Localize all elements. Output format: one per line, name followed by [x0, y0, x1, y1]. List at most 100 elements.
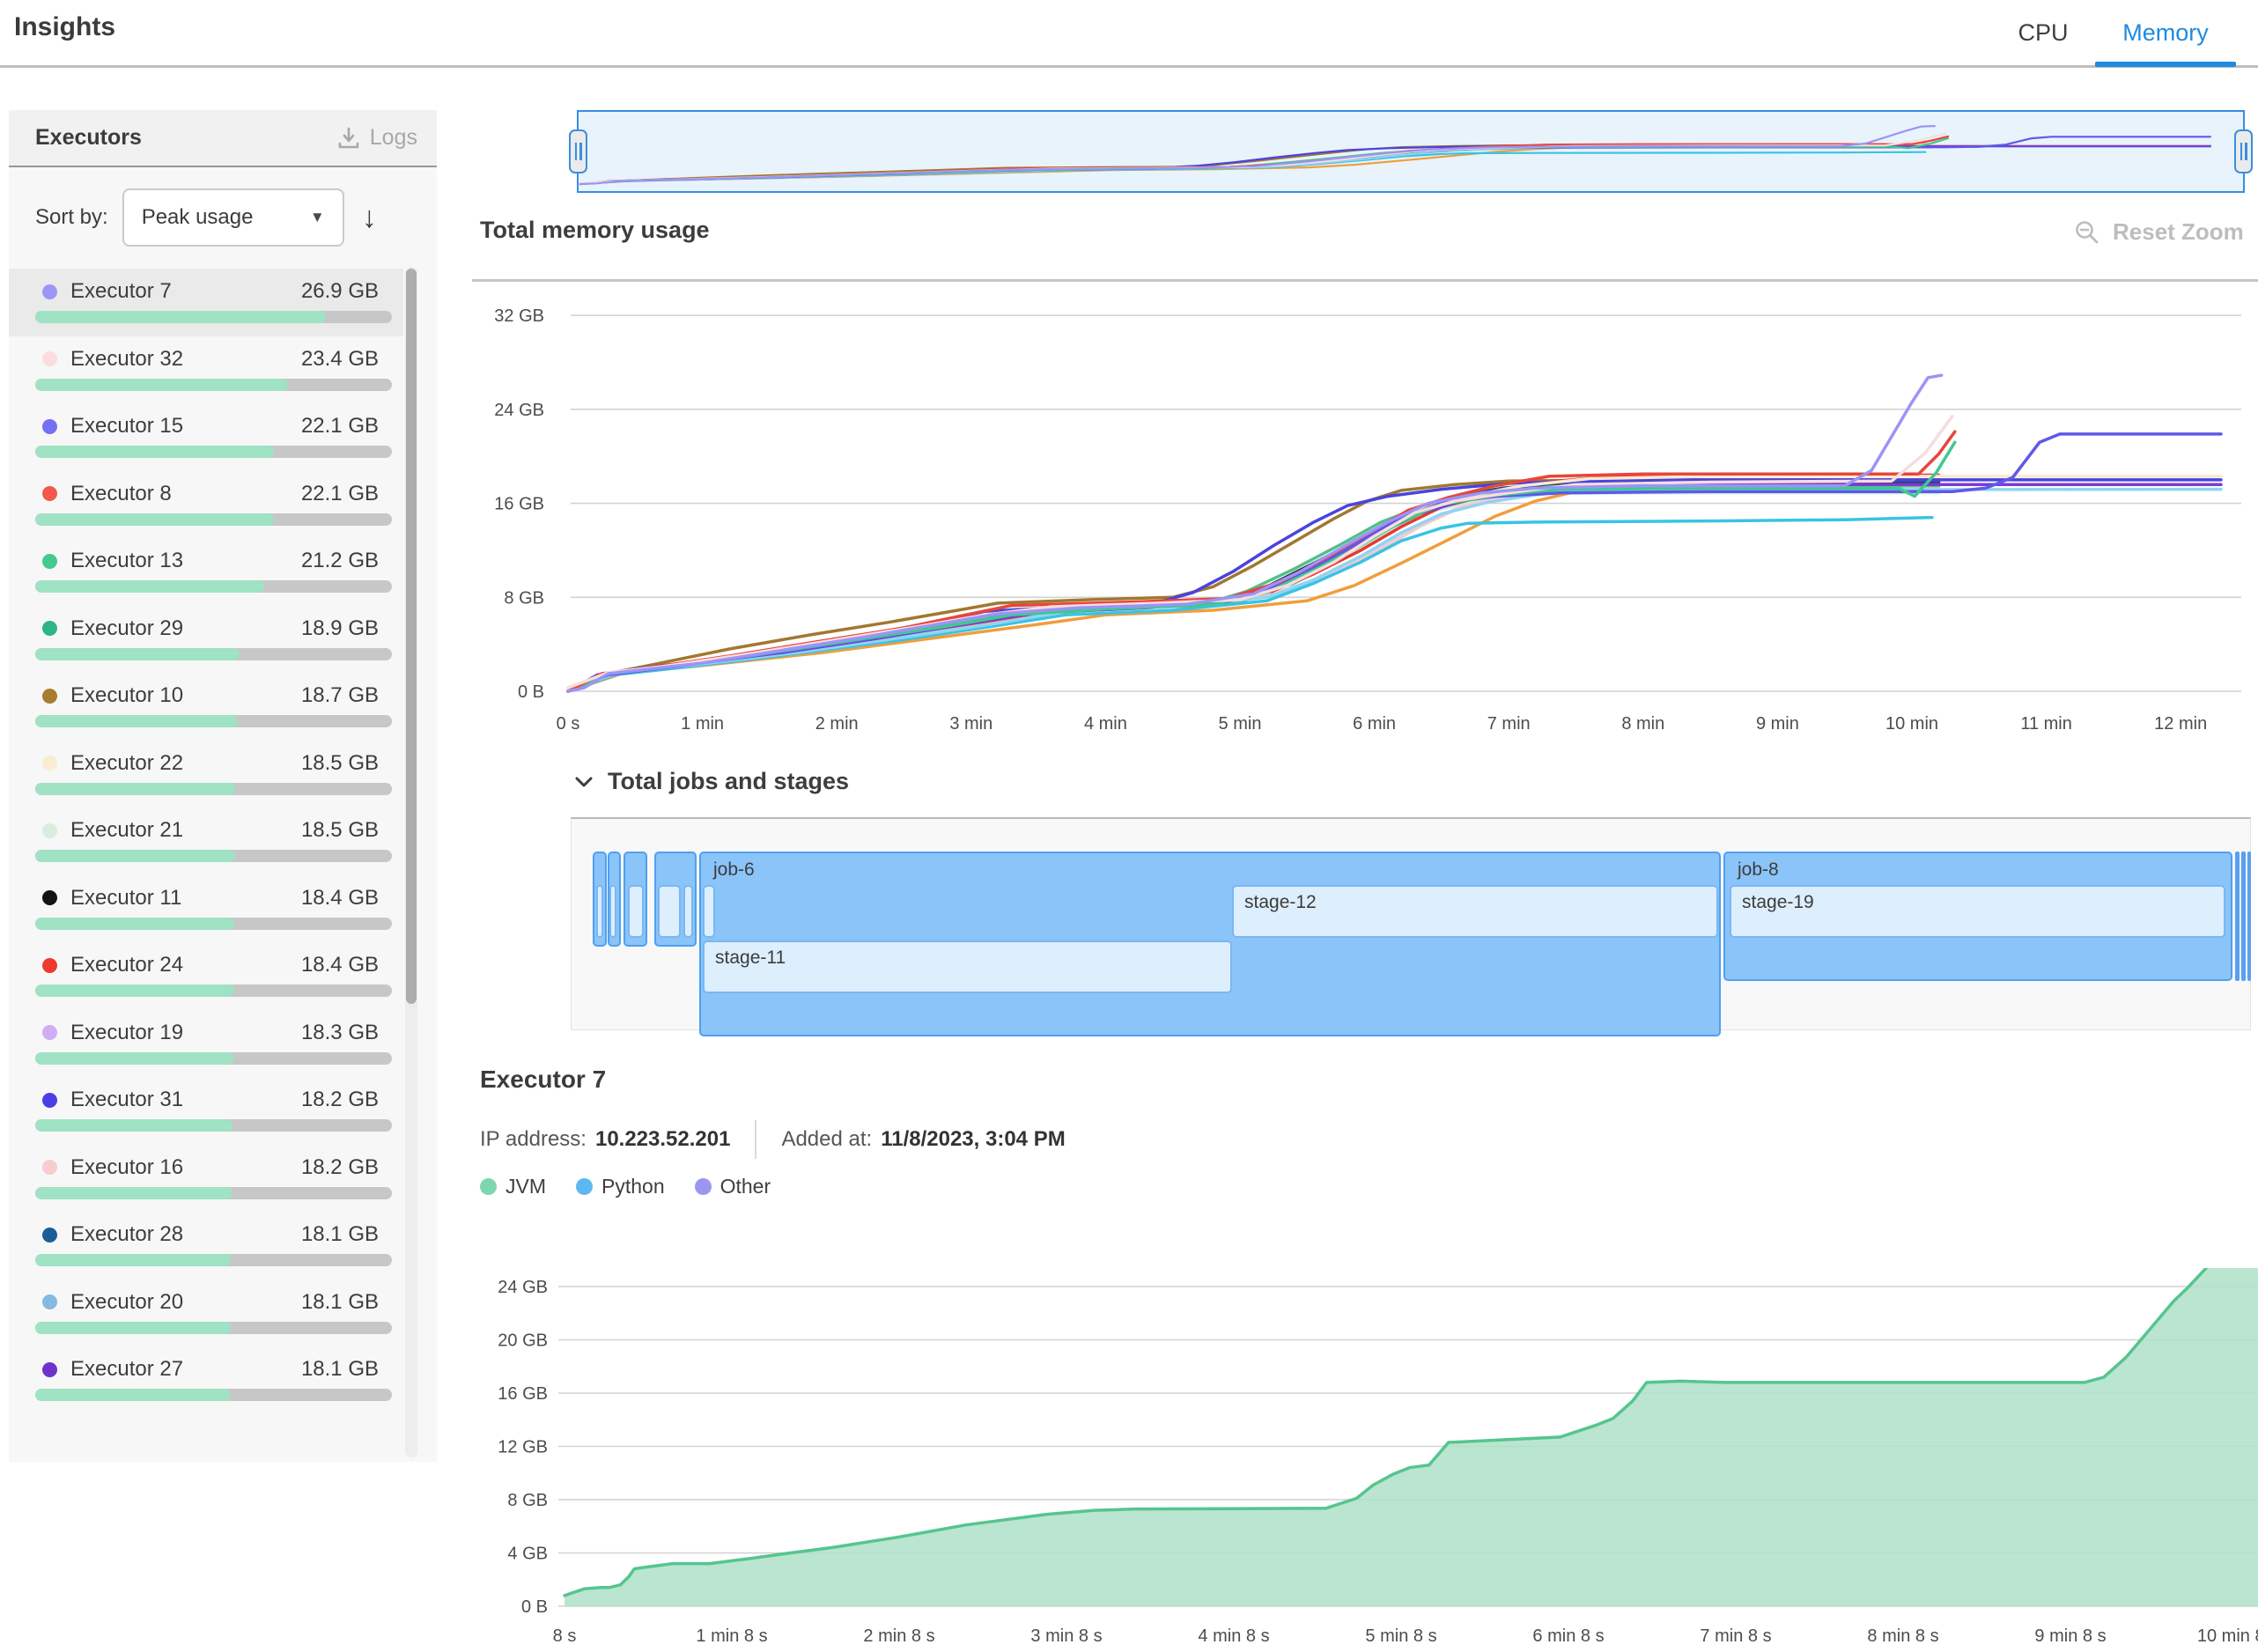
svg-text:9 min: 9 min — [1756, 714, 1799, 734]
executor-color-dot — [42, 688, 57, 704]
brush-handle-right[interactable] — [2234, 129, 2253, 173]
executor-list-item[interactable]: Executor 32 23.4 GB — [9, 336, 403, 404]
job-bar-stripe[interactable] — [2235, 852, 2240, 981]
chart-divider — [472, 279, 2258, 282]
executor-name: Executor 20 — [70, 1289, 184, 1314]
stage-bar-stage-12[interactable]: stage-12 — [1232, 885, 1718, 938]
executor-name: Executor 8 — [70, 481, 172, 505]
executor-peak-value: 18.3 GB — [300, 1020, 379, 1044]
executor-list-item[interactable]: Executor 20 18.1 GB — [9, 1280, 403, 1347]
executor-usage-bar — [35, 985, 392, 997]
logs-button[interactable]: Logs — [336, 125, 417, 151]
executor-name: Executor 21 — [70, 818, 184, 842]
stage-bar-small[interactable] — [658, 885, 681, 938]
executor-color-dot — [42, 553, 57, 569]
executor-list-item[interactable]: Executor 31 18.2 GB — [9, 1077, 403, 1145]
svg-text:7 min 8 s: 7 min 8 s — [1700, 1626, 1771, 1646]
executor-peak-value: 18.4 GB — [300, 885, 379, 910]
stage-bar-stage-19[interactable]: stage-19 — [1730, 885, 2225, 938]
svg-text:2 min 8 s: 2 min 8 s — [863, 1626, 934, 1646]
tab-cpu[interactable]: CPU — [2018, 18, 2069, 46]
executor-usage-bar — [35, 446, 392, 458]
memory-type-legend: JVM Python Other — [480, 1175, 771, 1198]
executor-peak-value: 23.4 GB — [300, 346, 379, 371]
svg-text:5 min: 5 min — [1219, 714, 1262, 734]
executor-peak-value: 18.4 GB — [300, 953, 379, 977]
job-label: job-8 — [1738, 859, 1779, 880]
executor-name: Executor 22 — [70, 750, 184, 775]
svg-text:1 min 8 s: 1 min 8 s — [696, 1626, 767, 1646]
executor-peak-value: 18.5 GB — [300, 750, 379, 775]
executor-list-item[interactable]: Executor 15 22.1 GB — [9, 403, 403, 471]
stage-bar-small[interactable] — [609, 885, 616, 938]
executor-list-item[interactable]: Executor 8 22.1 GB — [9, 471, 403, 539]
executor-list-item[interactable]: Executor 21 18.5 GB — [9, 808, 403, 875]
executor-list-item[interactable]: Executor 7 26.9 GB — [9, 269, 403, 336]
svg-text:12 GB: 12 GB — [498, 1438, 548, 1457]
executor-list-item[interactable]: Executor 28 18.1 GB — [9, 1212, 403, 1280]
executor-list-item[interactable]: Executor 19 18.3 GB — [9, 1010, 403, 1078]
legend-item-python[interactable]: Python — [576, 1175, 665, 1198]
executor-list-item[interactable]: Executor 16 18.2 GB — [9, 1145, 403, 1213]
legend-label: JVM — [505, 1175, 546, 1198]
executor-list-item[interactable]: Executor 22 18.5 GB — [9, 741, 403, 808]
executor-name: Executor 13 — [70, 549, 184, 572]
job-bar-stripe[interactable] — [2247, 852, 2251, 981]
brush-handle-left[interactable] — [569, 129, 587, 173]
legend-item-jvm[interactable]: JVM — [480, 1175, 546, 1198]
executor-peak-value: 18.1 GB — [300, 1222, 379, 1246]
executor-usage-bar — [35, 1119, 392, 1132]
active-tab-underline — [2095, 62, 2236, 67]
sort-direction-button[interactable]: ↓ — [361, 201, 377, 234]
tab-memory[interactable]: Memory — [2122, 18, 2209, 46]
executor-peak-value: 26.9 GB — [300, 279, 379, 303]
jobs-section-header[interactable]: Total jobs and stages — [572, 768, 849, 795]
executor-list-item[interactable]: Executor 24 18.4 GB — [9, 942, 403, 1010]
stage-bar-small[interactable] — [628, 885, 644, 938]
executor-name: Executor 31 — [70, 1088, 184, 1111]
executor-usage-bar — [35, 1186, 392, 1199]
svg-text:3 min 8 s: 3 min 8 s — [1030, 1626, 1102, 1646]
zoom-brush-overview[interactable] — [569, 110, 2253, 193]
svg-text:16 GB: 16 GB — [494, 495, 544, 514]
legend-item-other[interactable]: Other — [694, 1175, 771, 1198]
stage-bar-small[interactable] — [596, 885, 603, 938]
svg-text:6 min 8 s: 6 min 8 s — [1532, 1626, 1604, 1646]
executor-name: Executor 28 — [70, 1222, 184, 1246]
ip-label: IP address: — [480, 1127, 587, 1151]
jobs-stages-timeline[interactable]: job-6 job-8 stage-12 stage-11 stage-19 — [571, 817, 2251, 1036]
executor-list-item[interactable]: Executor 11 18.4 GB — [9, 875, 403, 943]
header-divider — [0, 65, 2258, 68]
executor-usage-bar — [35, 1051, 392, 1065]
legend-label: Other — [719, 1175, 771, 1198]
reset-zoom-button[interactable]: Reset Zoom — [2074, 218, 2244, 246]
executor-list-item[interactable]: Executor 29 18.9 GB — [9, 606, 403, 674]
executor-list-scrollbar-thumb[interactable] — [406, 269, 417, 1004]
stage-bar-small[interactable] — [703, 885, 715, 938]
executor-memory-chart[interactable]: 24 GB 20 GB 16 GB 12 GB 8 GB 4 GB 0 B8 s 1 min … — [467, 1268, 2258, 1652]
executor-color-dot — [42, 1361, 57, 1377]
stage-bar-small[interactable] — [683, 885, 693, 938]
total-memory-chart[interactable]: 32 GB 24 GB 16 GB 8 GB 0 B 0 s 1 min 2 min 3 min… — [467, 291, 2258, 741]
executor-usage-bar — [35, 1389, 392, 1401]
svg-text:8 min 8 s: 8 min 8 s — [1867, 1626, 1938, 1646]
executor-list-item[interactable]: Executor 27 18.1 GB — [9, 1346, 403, 1414]
executor-peak-value: 18.2 GB — [300, 1154, 379, 1179]
stage-bar-stage-11[interactable]: stage-11 — [703, 940, 1232, 993]
svg-text:6 min: 6 min — [1353, 714, 1396, 734]
svg-text:11 min: 11 min — [2020, 714, 2072, 734]
executor-color-dot — [42, 1092, 57, 1108]
stage-label: stage-12 — [1244, 892, 1317, 912]
executor-color-dot — [42, 621, 57, 636]
executor-detail-title: Executor 7 — [480, 1066, 607, 1093]
job-bar-stripe[interactable] — [2241, 852, 2246, 981]
executor-list-item[interactable]: Executor 10 18.7 GB — [9, 673, 403, 741]
executor-name: Executor 27 — [70, 1357, 184, 1381]
executor-peak-value: 18.9 GB — [300, 616, 379, 640]
executor-color-dot — [42, 1294, 57, 1309]
sort-dropdown[interactable]: Peak usage ▼ — [122, 188, 344, 247]
zoom-out-icon — [2076, 220, 2099, 243]
jobs-section-label: Total jobs and stages — [608, 768, 850, 794]
job-label: job-6 — [713, 859, 755, 880]
executor-list-item[interactable]: Executor 13 21.2 GB — [9, 538, 403, 606]
